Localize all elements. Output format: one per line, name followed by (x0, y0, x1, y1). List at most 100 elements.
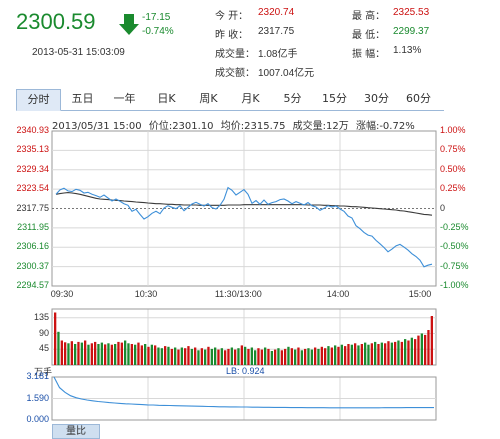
quote-field-left-label: 今 开： (215, 11, 249, 22)
volume-bar (314, 347, 317, 365)
volume-bar (224, 350, 227, 365)
volume-bar (207, 346, 210, 365)
tab-3[interactable]: 一年 (113, 92, 136, 105)
price-line (55, 186, 433, 268)
volume-bar (334, 345, 337, 365)
tab-5[interactable]: 周K (199, 92, 218, 105)
volume-bar (227, 348, 230, 365)
volume-bar (90, 343, 93, 365)
volume-bar (180, 347, 183, 365)
volume-bar (214, 347, 217, 365)
lb-y-tick: 1.590 (26, 392, 49, 403)
quote-field-left-value: 2317.75 (258, 26, 295, 37)
current-price: 2300.59 (16, 9, 96, 34)
x-tick: 10:30 (134, 289, 158, 299)
y-tick-left: 2300.37 (16, 260, 49, 271)
volume-y-tick: 90 (38, 327, 49, 338)
volume-bar (70, 341, 73, 365)
chart-info-bar: 2013/05/31 15:00 价位:2301.10 均价:2315.75 成… (52, 117, 419, 132)
quote-field-left-value: 2320.74 (258, 7, 295, 18)
quote-field-right-value: 2325.53 (393, 7, 430, 18)
quote-field-right-label: 振 幅： (352, 49, 386, 60)
price-change: -17.15 (142, 12, 171, 23)
volume-bar (127, 343, 130, 365)
volume-bar (354, 343, 357, 365)
volume-bar (100, 342, 103, 365)
volume-bar (167, 346, 170, 365)
x-tick: 11:30/13:00 (214, 289, 262, 299)
volume-bar (417, 335, 420, 365)
volume-bar (104, 344, 107, 366)
volume-bar (414, 339, 417, 365)
volume-bar (157, 347, 160, 365)
volume-bar (320, 346, 323, 365)
volume-bar (77, 341, 80, 365)
x-tick: 15:00 (408, 289, 432, 299)
x-tick: 14:00 (326, 289, 350, 299)
volume-bar (184, 348, 187, 365)
volume-bar (250, 347, 253, 365)
volume-bar (424, 334, 427, 365)
tab-6[interactable]: 月K (241, 92, 260, 105)
info-change: 涨幅:-0.72% (355, 121, 415, 132)
volume-bar (110, 344, 113, 365)
volume-bar (107, 343, 110, 365)
y-tick-left: 2317.75 (16, 202, 49, 213)
volume-bar (430, 316, 433, 365)
volume-bar (350, 344, 353, 365)
tab-1[interactable]: 分时 (16, 89, 61, 111)
volume-bar (54, 312, 57, 365)
volume-bar (337, 346, 340, 365)
volume-bar (67, 343, 70, 365)
tab-8[interactable]: 15分 (322, 92, 347, 105)
volume-bar (240, 345, 243, 365)
volume-bar (170, 348, 173, 365)
volume-bar (144, 344, 147, 365)
volume-bar (290, 348, 293, 365)
quote-field-right-label: 最 高： (352, 11, 386, 22)
volume-bar (327, 346, 330, 365)
volume-bar (257, 348, 260, 365)
volume-bar (147, 346, 150, 365)
volume-bar (260, 349, 263, 365)
volume-bar (317, 348, 320, 365)
volume-bar (64, 342, 67, 366)
volume-bar (57, 331, 60, 366)
tab-7[interactable]: 5分 (283, 92, 302, 105)
volume-bar (380, 342, 383, 365)
volume-bar (94, 341, 97, 365)
volume-bar (287, 346, 290, 365)
tab-9[interactable]: 30分 (364, 92, 389, 105)
volume-y-tick: 45 (38, 343, 49, 354)
volume-bar (210, 348, 213, 365)
volume-bar (357, 345, 360, 365)
y-tick-right: -0.25% (440, 221, 469, 232)
info-datetime: 2013/05/31 15:00 (52, 121, 142, 132)
volume-bar (300, 350, 303, 365)
lb-y-tick: 3.181 (26, 371, 49, 381)
volume-bar (370, 343, 373, 365)
volume-bar (80, 342, 83, 365)
tab-2[interactable]: 五日 (71, 92, 94, 105)
info-price: 价位:2301.10 (148, 121, 214, 132)
volume-bar (390, 342, 393, 365)
volume-bar (310, 349, 313, 365)
volume-bar (244, 346, 247, 365)
y-tick-left: 2294.57 (16, 280, 49, 290)
volume-bar (140, 345, 143, 365)
volume-bar (277, 348, 280, 365)
quote-field-left-label: 成交额： (215, 68, 255, 79)
y-tick-left: 2311.95 (17, 221, 49, 232)
info-avg: 均价:2315.75 (220, 121, 286, 132)
y-tick-right: -1.00% (440, 280, 469, 290)
volume-bar (60, 340, 63, 365)
volume-bar (150, 344, 153, 365)
tab-10[interactable]: 60分 (406, 92, 431, 105)
y-tick-right: 0.75% (440, 144, 466, 155)
x-tick: 09:30 (50, 289, 74, 299)
tab-4[interactable]: 日K (157, 92, 176, 105)
volume-bar (187, 346, 190, 365)
quote-field-left-label: 成交量： (215, 49, 255, 60)
volume-unit-label: 万手 (34, 367, 53, 377)
